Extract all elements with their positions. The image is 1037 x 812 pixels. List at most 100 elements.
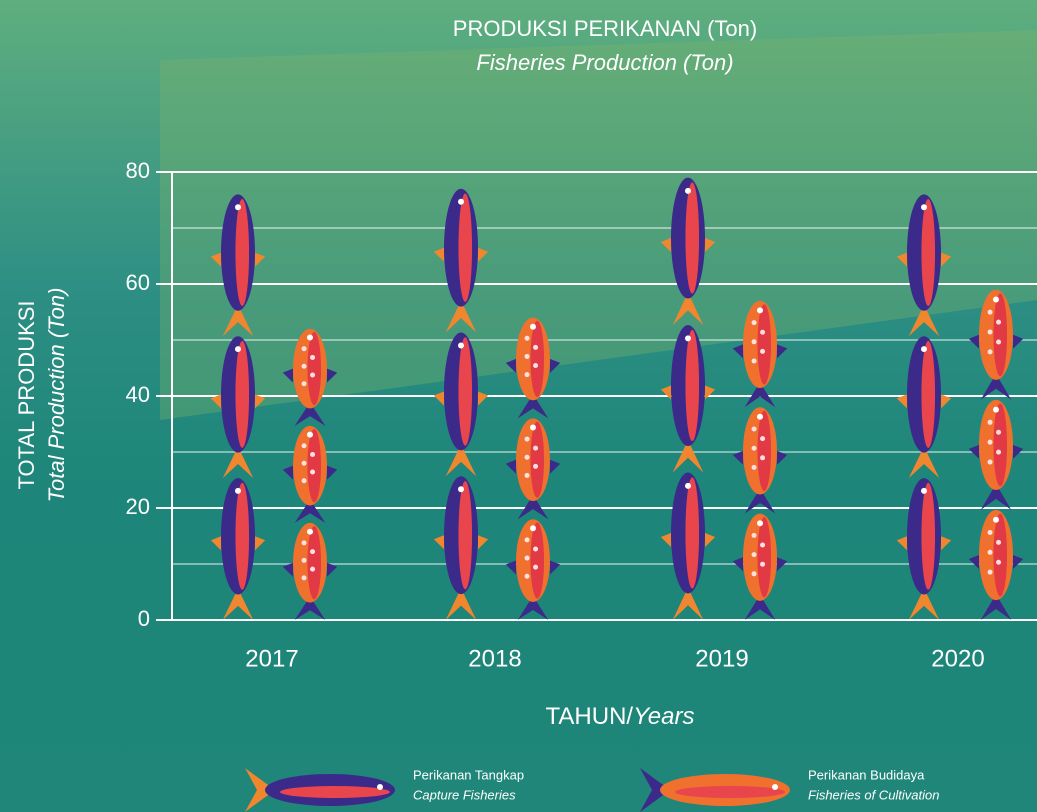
fish-stripe bbox=[685, 182, 700, 294]
fish-spot bbox=[987, 529, 993, 535]
fish-spot bbox=[524, 555, 530, 561]
fish-tail bbox=[980, 484, 1012, 510]
pictograph-bar bbox=[660, 177, 716, 620]
fish-stripe bbox=[530, 320, 545, 397]
legend-label-en: Capture Fisheries bbox=[413, 787, 516, 802]
fish-tail bbox=[980, 373, 1012, 400]
legend-eye bbox=[377, 784, 383, 790]
fish-spot bbox=[760, 348, 766, 354]
fish-eye bbox=[757, 413, 763, 420]
fish-spot bbox=[310, 469, 316, 475]
fish-eye bbox=[235, 487, 241, 494]
fish-tail bbox=[294, 402, 326, 426]
legend-tail bbox=[245, 768, 275, 812]
fish-eye bbox=[993, 516, 999, 523]
fish-stripe bbox=[458, 337, 473, 446]
legend-label: Perikanan Tangkap bbox=[413, 767, 524, 782]
fish-tail bbox=[980, 594, 1012, 620]
fish-spot bbox=[524, 537, 530, 543]
fish-eye bbox=[757, 520, 763, 527]
fish-spot bbox=[751, 464, 757, 470]
y-axis-title: TOTAL PRODUKSI bbox=[14, 300, 39, 489]
fish-spot bbox=[524, 372, 530, 378]
fish-tail bbox=[672, 587, 704, 620]
fish-stripe bbox=[235, 482, 250, 590]
fish-spot bbox=[996, 319, 1002, 325]
fish-tail bbox=[517, 495, 549, 520]
fish-stripe bbox=[307, 429, 322, 503]
y-tick-label: 80 bbox=[126, 158, 150, 183]
fish-spot bbox=[533, 546, 539, 552]
fish-eye bbox=[235, 346, 241, 353]
fish-eye bbox=[307, 528, 313, 535]
fish-spot bbox=[533, 344, 539, 350]
fish-spot bbox=[533, 363, 539, 369]
legend-eye bbox=[772, 784, 778, 790]
fish-spot bbox=[524, 573, 530, 579]
pictograph-bar bbox=[732, 300, 788, 620]
fish-spot bbox=[310, 549, 316, 555]
chart-title: PRODUKSI PERIKANAN (Ton) bbox=[453, 16, 757, 41]
fish-spot bbox=[524, 353, 530, 359]
fish-tail bbox=[744, 488, 776, 514]
legend-tail bbox=[640, 768, 670, 812]
fish-spot bbox=[310, 354, 316, 360]
fish-stripe bbox=[685, 329, 700, 442]
fish-spot bbox=[524, 436, 530, 442]
boat-silhouette bbox=[160, 30, 1037, 420]
fish-stripe bbox=[307, 331, 322, 406]
fish-eye bbox=[458, 486, 464, 493]
fish-spot bbox=[301, 478, 307, 484]
legend-stripe bbox=[675, 786, 785, 798]
fish-eye bbox=[458, 342, 464, 349]
fish-spot bbox=[987, 569, 993, 575]
x-axis-title-id: TAHUN/ bbox=[546, 703, 634, 730]
fish-eye bbox=[458, 198, 464, 205]
fish-eye bbox=[235, 204, 241, 211]
fish-stripe bbox=[530, 421, 545, 498]
fish-spot bbox=[760, 436, 766, 442]
x-tick-label: 2018 bbox=[468, 645, 521, 672]
fish-stripe bbox=[757, 304, 772, 385]
fish-tail bbox=[744, 594, 776, 620]
fish-tail bbox=[222, 588, 254, 620]
x-axis-title: TAHUN/Years bbox=[546, 703, 695, 730]
fish-spot bbox=[987, 329, 993, 335]
fish-spot bbox=[751, 320, 757, 326]
fish-spot bbox=[751, 445, 757, 451]
chart-subtitle: Fisheries Production (Ton) bbox=[476, 50, 733, 75]
x-axis-title-en: Years bbox=[633, 703, 694, 730]
fish-spot bbox=[533, 463, 539, 469]
fish-eye bbox=[530, 424, 536, 431]
fish-stripe bbox=[530, 522, 545, 599]
y-axis-subtitle: Total Production (Ton) bbox=[44, 288, 69, 503]
fish-spot bbox=[751, 358, 757, 364]
fish-spot bbox=[987, 459, 993, 465]
fish-stripe bbox=[307, 526, 322, 600]
fish-eye bbox=[993, 406, 999, 413]
fish-tail bbox=[294, 596, 326, 620]
fish-stripe bbox=[235, 199, 250, 307]
fish-eye bbox=[921, 346, 927, 353]
legend-label-en: Fisheries of Cultivation bbox=[808, 787, 940, 802]
fish-spot bbox=[310, 372, 316, 378]
fish-spot bbox=[760, 329, 766, 335]
fish-eye bbox=[685, 335, 691, 342]
fish-eye bbox=[685, 482, 691, 489]
fish-spot bbox=[987, 549, 993, 555]
fish-spot bbox=[760, 455, 766, 461]
fish-eye bbox=[921, 204, 927, 211]
fish-stripe bbox=[921, 199, 936, 307]
fish-stripe bbox=[458, 480, 473, 590]
fish-eye bbox=[530, 525, 536, 532]
fish-stripe bbox=[685, 477, 700, 589]
fish-spot bbox=[310, 566, 316, 572]
y-tick-label: 20 bbox=[126, 494, 150, 519]
fish-tail bbox=[222, 446, 254, 479]
fish-spot bbox=[301, 557, 307, 563]
fish-stripe bbox=[921, 340, 936, 448]
fish-spot bbox=[996, 449, 1002, 455]
fish-tail bbox=[908, 304, 940, 337]
legend-icon bbox=[640, 768, 790, 812]
fish-spot bbox=[751, 339, 757, 345]
